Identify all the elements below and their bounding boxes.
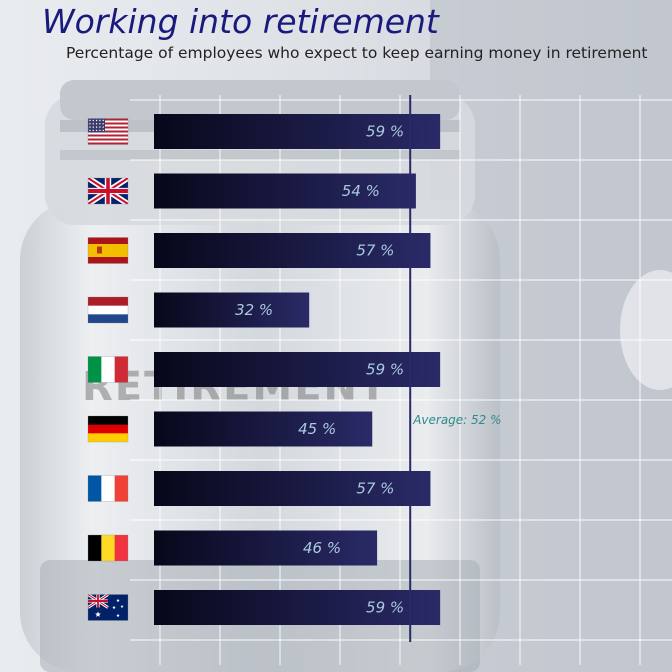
bar-value-label: 57 % <box>356 242 394 260</box>
bar <box>154 530 378 566</box>
bar-value-label: 59 % <box>366 123 404 141</box>
average-group: Average: 52 % <box>409 95 502 642</box>
value-labels-group: 59 % 54 % 57 % 32 % 59 % 45 % 57 % 46 % 59 % <box>235 123 404 617</box>
flag-australia-icon <box>87 594 129 621</box>
bar-value-label: 32 % <box>235 301 273 319</box>
bar-value-label: 54 % <box>342 182 380 200</box>
flags-group <box>87 118 129 621</box>
chart-subtitle: Percentage of employees who expect to ke… <box>66 44 648 62</box>
bar-value-label: 45 % <box>298 420 336 438</box>
bar <box>154 292 310 328</box>
bar <box>154 114 441 149</box>
bar <box>154 173 416 209</box>
flag-usa-icon <box>87 118 129 145</box>
bar <box>154 471 431 506</box>
bars-group <box>154 114 441 625</box>
flag-belgium-icon <box>87 534 129 562</box>
chart-title: Working into retirement <box>42 2 439 41</box>
flag-uk-icon <box>87 177 129 205</box>
flag-netherlands-icon <box>87 296 129 324</box>
bar-value-label: 46 % <box>303 539 341 557</box>
bar <box>154 233 431 268</box>
bar-value-label: 57 % <box>356 480 394 498</box>
average-label: Average: 52 % <box>412 413 501 427</box>
bar-value-label: 59 % <box>366 599 404 617</box>
flag-italy-icon <box>87 356 129 383</box>
bar <box>154 352 441 387</box>
bar-value-label: 59 % <box>366 361 404 379</box>
bar <box>154 590 441 625</box>
bar <box>154 411 373 447</box>
flag-germany-icon <box>87 415 129 443</box>
flag-france-icon <box>87 475 129 502</box>
flag-spain-icon <box>87 237 129 264</box>
